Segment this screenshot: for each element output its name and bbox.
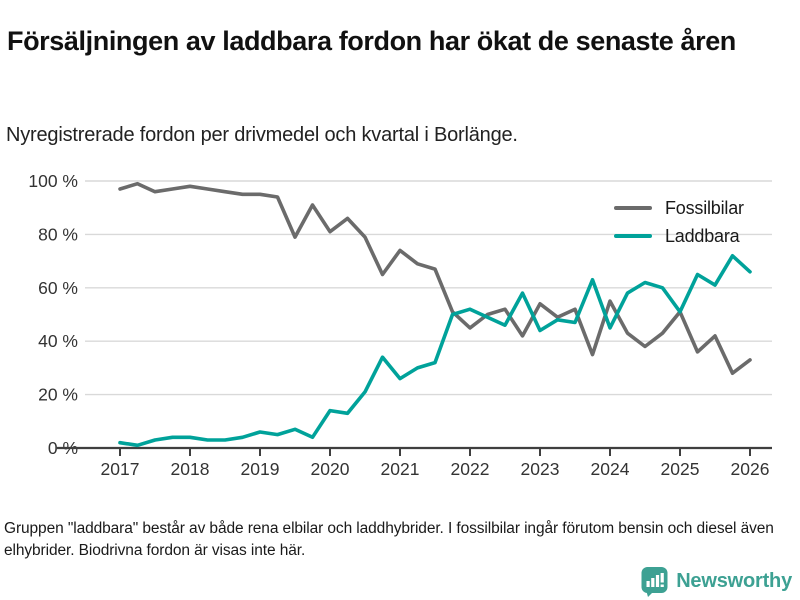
newsworthy-brand-name: Newsworthy (676, 569, 792, 592)
x-tick-label-2024: 2024 (591, 459, 630, 479)
fossilbilar-line-swatch (614, 206, 652, 210)
chart-footnote: Gruppen "laddbara" består av både rena e… (4, 520, 774, 559)
chart-line-fossilbilar (118, 181, 752, 376)
x-tick-label-2022: 2022 (451, 459, 490, 479)
x-tick-label-2020: 2020 (311, 459, 350, 479)
y-tick-label-100: 100 % (28, 171, 78, 191)
newsworthy-logo-icon (641, 566, 668, 597)
newsworthy-brand: Newsworthy (641, 566, 792, 597)
legend-item-laddbara: Laddbara (614, 222, 744, 250)
chart-line-laddbara (118, 254, 752, 448)
y-tick-label-60: 60 % (38, 278, 78, 298)
legend-item-fossilbilar: Fossilbilar (614, 194, 744, 222)
y-tick-label-20: 20 % (38, 385, 78, 405)
laddbara-line-swatch (614, 234, 652, 238)
y-tick-label-80: 80 % (38, 224, 78, 244)
legend-label-laddbara: Laddbara (665, 225, 740, 246)
chart-subtitle: Nyregistrerade fordon per drivmedel och … (6, 124, 518, 146)
chart-legend: Fossilbilar Laddbara (614, 194, 744, 250)
y-tick-label-40: 40 % (38, 331, 78, 351)
x-tick-label-2017: 2017 (101, 459, 140, 479)
x-tick-label-2023: 2023 (521, 459, 560, 479)
x-tick-label-2026: 2026 (731, 459, 770, 479)
x-tick-label-2018: 2018 (171, 459, 210, 479)
legend-label-fossilbilar: Fossilbilar (665, 197, 744, 218)
x-tick-label-2025: 2025 (661, 459, 700, 479)
x-tick-label-2021: 2021 (381, 459, 420, 479)
x-tick-label-2019: 2019 (241, 459, 280, 479)
page-title: Försäljningen av laddbara fordon har öka… (7, 26, 736, 57)
